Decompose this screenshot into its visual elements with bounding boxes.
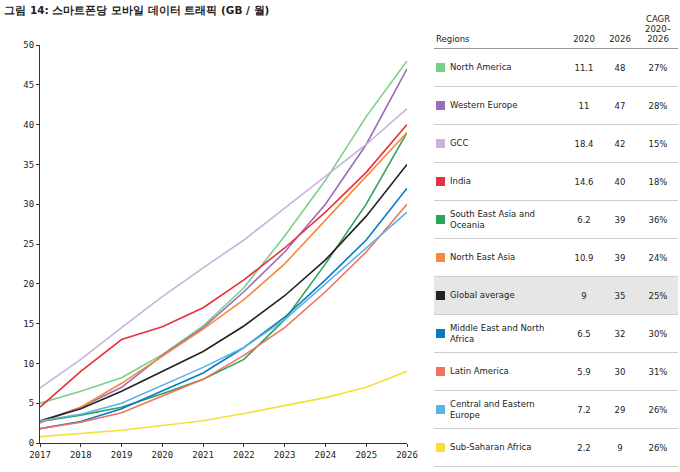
html-text:Middle East and North Africa: Middle East and North Africa [450,322,545,344]
svg-text:2020: 2020 [151,450,173,460]
html-text:26%: 26% [648,442,668,453]
html-text:2026: 2026 [609,34,631,44]
svg-text:2024: 2024 [315,450,337,460]
svg-text:50: 50 [23,40,34,50]
html-text:11.1: 11.1 [574,62,594,73]
html-text:18%: 18% [648,176,668,187]
html-text:GCC: GCC [450,138,469,148]
html-text:9: 9 [581,290,587,301]
html-text:7.2: 7.2 [577,404,591,415]
html-text:39: 39 [614,252,626,263]
svg-text:15: 15 [23,319,34,329]
html-text:39: 39 [614,214,626,225]
html-text:48: 48 [614,62,626,73]
html-text:2020: 2020 [573,34,595,44]
html-text:Latin America: Latin America [450,366,509,376]
html-text:15%: 15% [648,138,668,149]
svg-text:2019: 2019 [111,450,133,460]
html-text:Global average: Global average [450,290,515,300]
html-text:Western Europe: Western Europe [450,100,518,110]
html-text:Sub-Saharan Africa: Sub-Saharan Africa [450,442,532,452]
html-text:42: 42 [614,138,626,149]
html-text:6.5: 6.5 [577,328,591,339]
html-text:6.2: 6.2 [577,214,591,225]
html-text:36%: 36% [648,214,668,225]
svg-text:45: 45 [23,80,34,90]
svg-text:0: 0 [29,438,34,448]
html-text:Central and Eastern Europe: Central and Eastern Europe [450,398,535,420]
svg-text:10: 10 [23,359,34,369]
html-text:35: 35 [614,290,626,301]
html-text:14.6: 14.6 [574,176,594,187]
html-text:25%: 25% [648,290,668,301]
html-text:North America: North America [450,62,512,72]
html-text:South East Asia and Oceania: South East Asia and Oceania [450,208,535,230]
html-text:32: 32 [614,328,626,339]
html-text:2.2: 2.2 [577,442,591,453]
html-text:5.9: 5.9 [577,366,591,377]
html-text:30%: 30% [648,328,668,339]
html-text:29: 29 [614,404,626,415]
svg-text:2023: 2023 [274,450,296,460]
svg-text:2026: 2026 [396,450,418,460]
svg-text:25: 25 [23,239,34,249]
html-text:27%: 27% [648,62,668,73]
html-text:18.4: 18.4 [574,138,594,149]
svg-text:35: 35 [23,160,34,170]
svg-text:5: 5 [29,398,34,408]
html-text:North East Asia: North East Asia [450,252,516,262]
html-text:24%: 24% [648,252,668,263]
html-text:11: 11 [578,100,590,111]
html-text:47: 47 [614,100,626,111]
html-text:30: 30 [614,366,626,377]
html-text:28%: 28% [648,100,668,111]
svg-text:2021: 2021 [192,450,214,460]
html-text:Regions: Regions [436,34,470,44]
svg-text:40: 40 [23,120,34,130]
html-text:India: India [450,176,471,186]
html-text:10.9: 10.9 [574,252,594,263]
html-text:31%: 31% [648,366,668,377]
svg-text:30: 30 [23,199,34,209]
svg-text:2017: 2017 [29,450,51,460]
html-text:40: 40 [614,176,626,187]
html-text:CAGR 2020–2026: CAGR 2020–2026 [645,14,671,44]
html-text:9: 9 [617,442,623,453]
svg-text:2025: 2025 [355,450,377,460]
svg-text:20: 20 [23,279,34,289]
html-text:26%: 26% [648,404,668,415]
svg-text:2022: 2022 [233,450,255,460]
svg-text:그림 14: 스마트폰당 모바일 데이터 트래픽 (GB /: 그림 14: 스마트폰당 모바일 데이터 트래픽 (GB / 월) [4,4,269,16]
svg-text:2018: 2018 [70,450,92,460]
